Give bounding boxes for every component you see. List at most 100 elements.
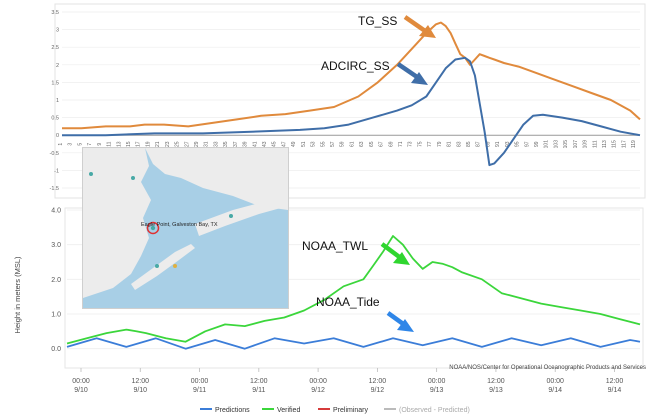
bottom-y-tick: 4.0 [51,208,61,215]
top-x-tick: 93 [505,141,511,147]
top-annotations: TG_SS ADCIRC_SS [321,14,436,85]
top-y-tick: 2 [56,63,59,69]
top-x-tick: 21 [155,141,161,147]
y-axis-title: Height in meters (MSL) [13,256,22,334]
noaa-twl-arrowhead [393,252,410,265]
top-x-tick: 53 [311,141,317,147]
map-land-west [83,148,151,298]
top-x-tick: 59 [340,141,346,147]
verifiedline [66,235,641,345]
top-x-tick: 61 [349,141,355,147]
bottom-x-tick-date: 9/13 [489,387,503,394]
tg-ss-line [62,21,641,130]
tg-ss-label: TG_SS [358,14,397,28]
legend-observed-predicted-label: (Observed - Predicted) [399,407,470,414]
bottom-x-tick-time: 00:00 [72,378,90,385]
top-y-tick: -1.5 [50,186,59,192]
top-x-tick: 15 [126,141,132,147]
eagle-point-marker [150,225,156,231]
top-x-tick: 5 [77,143,83,146]
top-x-tick: 69 [388,141,394,147]
top-x-tick: 115 [612,140,618,148]
top-y-tick: 3 [56,28,59,34]
legend-item-predictions[interactable]: Predictions [200,407,250,414]
map-galveston-island [131,244,195,290]
top-x-tick: 23 [165,141,171,147]
tg-ss-arrowhead [419,25,436,38]
legend: Predictions Verified Preliminary (Observ… [200,407,470,414]
legend-item-verified[interactable]: Verified [262,407,300,414]
top-x-tick: 73 [408,141,414,147]
bottom-y-tick: 0.0 [51,346,61,353]
bottom-x-tick-date: 9/12 [311,387,325,394]
map-marker-2 [131,176,135,180]
map-land-bolivar [195,196,288,236]
top-y-tick: 0.5 [51,116,59,122]
top-y-tick: 1.5 [51,80,59,86]
top-x-tick: 87 [476,141,482,147]
noaa-twl-label: NOAA_TWL [302,239,368,253]
top-x-tick: 17 [136,141,142,147]
bottom-x-tick-time: 00:00 [428,378,446,385]
bottom-x-tick-time: 12:00 [487,378,505,385]
top-x-tick: 75 [417,141,423,147]
top-y-tick: -1 [54,168,59,174]
map-marker-5 [155,264,159,268]
bottom-x-tick-labels: 00:00 9/10 12:00 9/10 00:00 9/11 12:00 9/11 00:0… [72,368,623,394]
adcirc-ss-label: ADCIRC_SS [321,59,390,73]
top-x-tick-labels: 1 3 5 7 9 11 13 15 17 19 21 23 25 27 29 31 33 35 37 39 41 43 4… [58,140,637,149]
map-graphic [83,148,288,298]
top-x-tick: 11 [107,141,113,146]
top-series-lines [62,21,641,167]
bottom-series-lines [66,235,641,350]
top-x-tick: 19 [145,141,151,147]
map-station-label: Eagle Point, Galveston Bay, TX [141,222,218,228]
bottom-x-tick-date: 9/12 [371,387,385,394]
top-x-tick: 39 [243,141,249,147]
top-x-tick: 7 [87,143,93,146]
top-x-tick: 113 [602,140,608,148]
top-x-tick: 9 [97,143,103,146]
legend-preliminary-label: Preliminary [333,407,369,414]
bottom-x-tick-date: 9/10 [133,387,147,394]
bottom-x-tick-time: 12:00 [250,378,268,385]
top-x-tick: 13 [116,141,122,147]
top-x-tick: 33 [213,141,219,147]
bottom-x-tick-time: 00:00 [546,378,564,385]
legend-predictions-label: Predictions [215,407,250,414]
top-x-tick: 49 [291,141,297,147]
top-x-tick: 1 [58,143,64,146]
top-x-tick: 111 [592,140,598,148]
top-x-tick: 83 [456,141,462,147]
bottom-x-tick-date: 9/10 [74,387,88,394]
bottom-x-tick-date: 9/11 [193,387,206,394]
top-x-tick: 95 [515,141,521,147]
bottom-annotations: NOAA_TWL NOAA_Tide [302,239,414,332]
bottom-y-tick: 1.0 [51,312,61,319]
top-x-tick: 47 [281,141,287,147]
top-y-tick: -0.5 [50,151,59,157]
adcirc-ss-arrowhead [411,72,428,85]
top-x-tick: 57 [330,141,336,147]
top-x-tick: 45 [272,141,278,147]
top-x-tick: 77 [427,141,433,147]
top-x-tick: 31 [204,141,210,147]
top-x-tick: 81 [447,141,453,147]
top-x-tick: 103 [553,140,559,149]
map-marker-3 [229,214,233,218]
bottom-x-tick-time: 12:00 [369,378,387,385]
top-y-tick: 1 [56,98,59,104]
top-x-tick: 105 [563,140,569,149]
top-x-tick: 71 [398,141,404,147]
noaa-credit: NOAA/NOS/Center for Operational Oceanogr… [449,365,646,371]
legend-item-preliminary[interactable]: Preliminary [318,407,369,414]
legend-item-observed-predicted[interactable]: (Observed - Predicted) [384,407,470,414]
top-x-tick: 67 [379,141,385,147]
noaa-tide-arrowhead [397,319,414,332]
map-marker-4 [173,264,177,268]
predictionsline [66,337,641,350]
top-x-tick: 29 [194,141,200,147]
top-x-tick: 35 [223,141,229,147]
top-x-tick: 37 [233,141,239,147]
bottom-y-tick: 2.0 [51,277,61,284]
